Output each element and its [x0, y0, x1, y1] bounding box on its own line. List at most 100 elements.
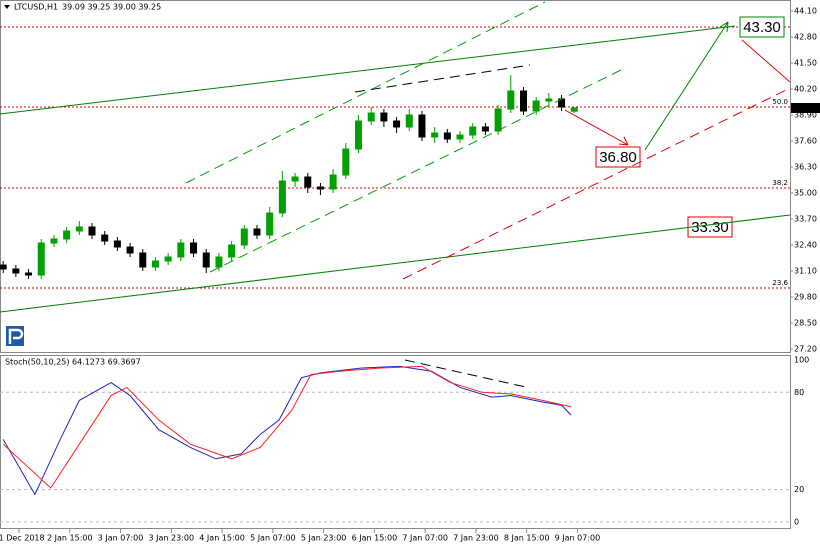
candle-body: [469, 126, 477, 136]
x-tick-label: 8 Jan 15:00: [504, 534, 550, 543]
y-tick-label: 38.90: [794, 111, 817, 120]
candle-body: [266, 212, 274, 236]
candle-body: [101, 234, 109, 242]
y-tick-label: 44.10: [794, 7, 817, 16]
candle-body: [443, 132, 451, 140]
arrow: [564, 109, 629, 146]
x-tick-label: 4 Jan 15:00: [199, 534, 245, 543]
ohlc-text: 39.09 39.25 39.00 39.25: [62, 3, 161, 12]
candle-body: [380, 112, 388, 122]
y-tick-label: 31.10: [794, 267, 817, 276]
x-tick-label: 9 Jan 07:00: [555, 534, 601, 543]
fib-level-label: 23.6: [772, 279, 788, 287]
candle-body: [139, 252, 147, 268]
annotation-box: [595, 146, 641, 168]
symbol-title: LTCUSD,H1: [14, 3, 58, 12]
candle-body: [240, 228, 248, 246]
fib-level-label: 38.2: [772, 179, 788, 187]
candle-body: [519, 90, 527, 112]
divergence-line: [404, 359, 531, 389]
menu-arrow: [4, 5, 10, 9]
candle-body: [75, 226, 83, 232]
candle-body: [63, 230, 71, 240]
current-price-tag: [791, 103, 820, 113]
candle-body: [570, 107, 578, 112]
channel-line: [402, 87, 791, 280]
y-tick-label: 37.60: [794, 137, 817, 146]
arrow: [644, 21, 729, 151]
candle-body: [0, 264, 7, 270]
candle-body: [545, 98, 553, 102]
trend-line: [0, 214, 791, 313]
candle-body: [418, 114, 426, 138]
x-tick-label: 31 Dec 2018: [0, 534, 45, 543]
candle-body: [431, 132, 439, 138]
candle-body: [291, 176, 299, 182]
y-tick-label: 41.50: [794, 59, 817, 68]
trend-lines: [0, 1, 791, 389]
channel-line: [185, 1, 546, 184]
candle-body: [304, 176, 312, 188]
x-tick-label: 3 Jan 23:00: [149, 534, 195, 543]
candle-body: [355, 120, 363, 150]
candle-body: [177, 242, 185, 258]
candle-body: [50, 238, 58, 244]
y-tick-label: 40.20: [794, 85, 817, 94]
x-tick-label: 7 Jan 23:00: [453, 534, 499, 543]
y-tick-label: 32.40: [794, 241, 817, 250]
candle-body: [253, 228, 261, 236]
stoch-pane: 100 80 20 0: [0, 355, 809, 527]
y-tick-label: 28.50: [794, 319, 817, 328]
divergence-line: [354, 64, 531, 93]
candle-body: [228, 244, 236, 258]
candle-body: [190, 242, 198, 254]
annotation-label: 43.30: [743, 19, 781, 36]
annotation-label: 36.80: [599, 149, 637, 166]
price-pane: 44.10 42.80 41.50 40.20 38.90 37.60 36.30 35.00…: [0, 7, 820, 543]
candle-body: [126, 246, 134, 254]
candle-body: [393, 120, 401, 128]
x-tick-label: 2 Jan 15:00: [47, 534, 93, 543]
y-tick-label: 27.20: [794, 345, 817, 354]
y-tick-label: 100: [794, 355, 809, 364]
logo: [6, 326, 24, 346]
candle-body: [494, 108, 502, 132]
y-tick-label: 29.80: [794, 293, 817, 302]
candle-body: [151, 260, 159, 268]
y-tick-label: 0: [794, 518, 799, 527]
x-tick-label: 5 Jan 23:00: [301, 534, 347, 543]
candle-body: [532, 100, 540, 112]
arrow: [741, 39, 791, 83]
stoch-line: [2, 365, 572, 496]
stoch-title: Stoch(50,10,25) 64.1273 69.3697: [5, 358, 141, 367]
y-tick-label: 80: [794, 388, 804, 397]
x-tick-label: 3 Jan 07:00: [98, 534, 144, 543]
annotation-box: [687, 216, 733, 238]
candle-body: [316, 186, 324, 190]
candle-body: [278, 180, 286, 214]
candle-body: [481, 126, 489, 132]
x-tick-label: 7 Jan 07:00: [402, 534, 448, 543]
candle-body: [12, 268, 20, 274]
y-tick-label: 35.00: [794, 189, 817, 198]
candle-body: [367, 112, 375, 122]
annotation-box: [739, 16, 785, 38]
candle-body: [37, 242, 45, 276]
current-price-label: 39.25: [794, 104, 817, 113]
logo-letter: [8, 328, 24, 344]
channel-line: [209, 67, 626, 273]
candle-body: [202, 252, 210, 268]
trend-line: [0, 25, 736, 115]
candle-body: [88, 226, 96, 236]
fib-level-label: 50.0: [772, 98, 788, 106]
candle-body: [507, 90, 515, 110]
candle-body: [215, 256, 223, 268]
candle-body: [329, 174, 337, 190]
candle-body: [164, 256, 172, 262]
x-tick-label: 5 Jan 07:00: [250, 534, 296, 543]
y-tick-label: 20: [794, 485, 804, 494]
y-tick-label: 42.80: [794, 33, 817, 42]
price-pane-border: [0, 0, 791, 353]
y-tick-label: 33.70: [794, 215, 817, 224]
